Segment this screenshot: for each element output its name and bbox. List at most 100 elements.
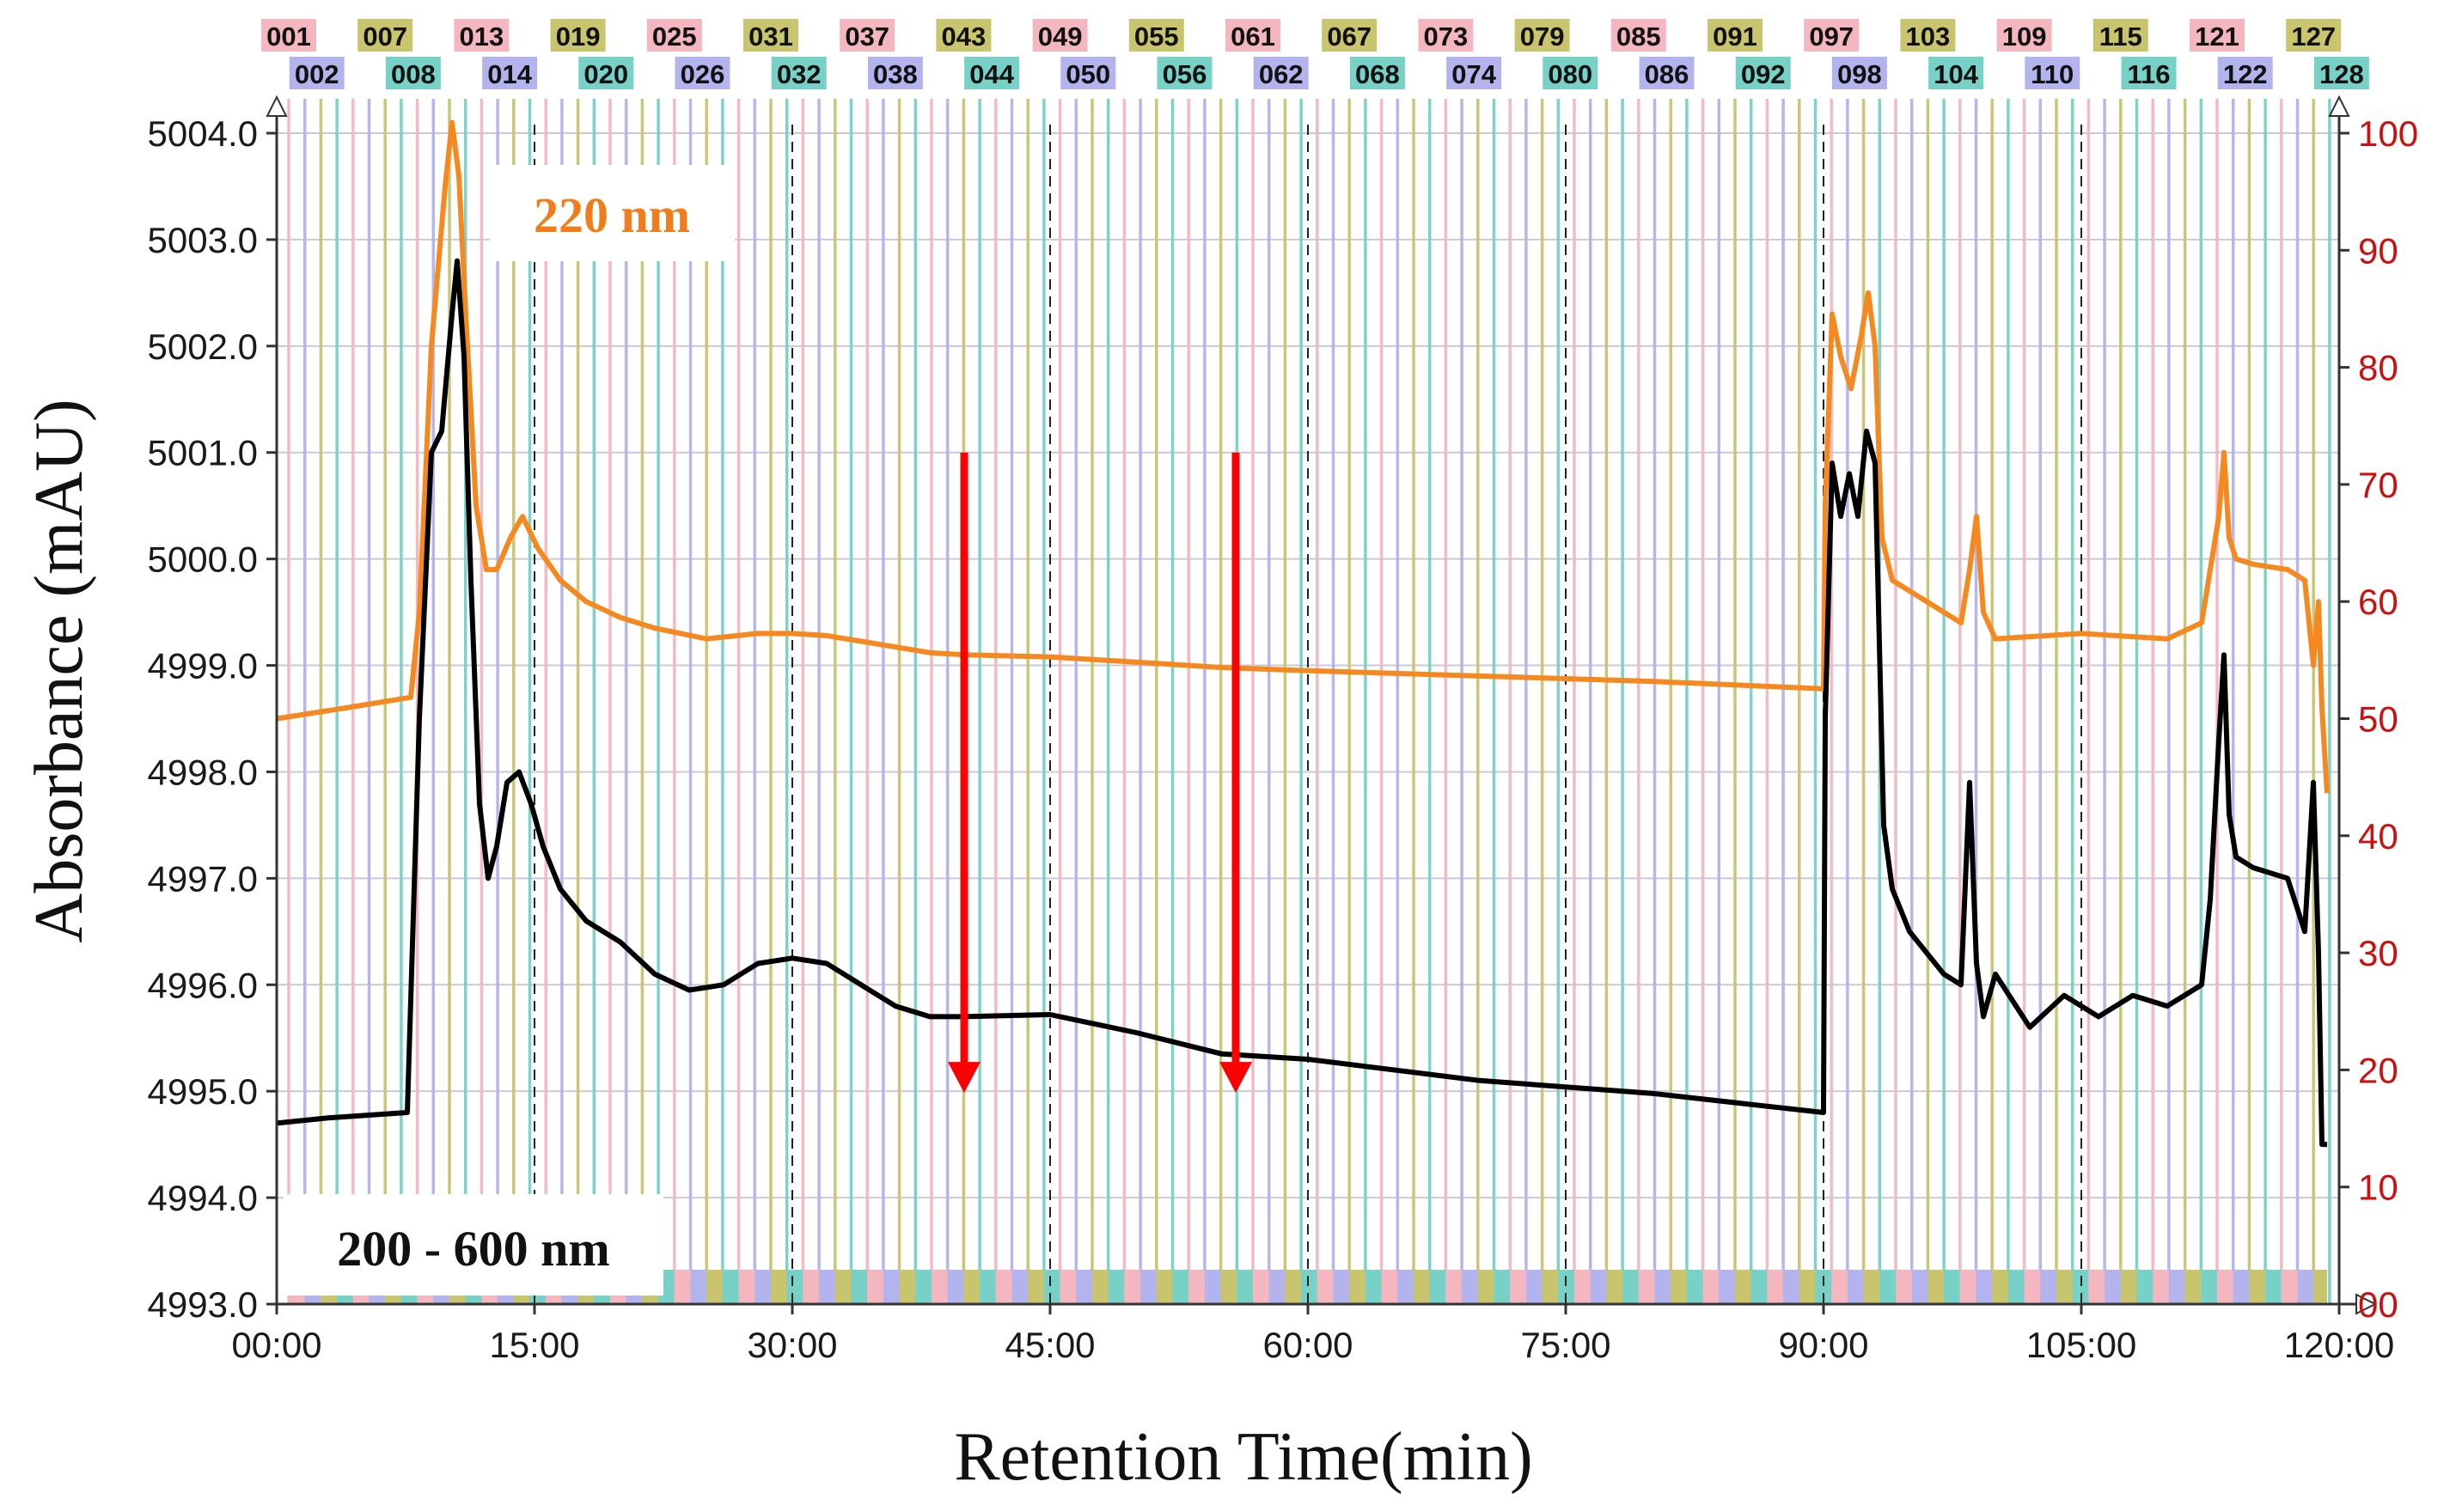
fraction-label-top: 031 [748, 21, 793, 52]
fraction-bar-segment [803, 1270, 820, 1304]
fraction-label-top: 115 [2099, 21, 2142, 52]
fraction-bar-segment [1992, 1270, 2008, 1304]
fraction-bar-segment [1365, 1270, 1382, 1304]
y-right-tick-label: 50 [2358, 699, 2398, 740]
fraction-label-top: 055 [1134, 21, 1179, 52]
fraction-bar-segment [1976, 1270, 1993, 1304]
fraction-bar-segment [1188, 1270, 1205, 1304]
y-left-tick-label: 4994.0 [148, 1178, 258, 1218]
fraction-bar-segment [2007, 1270, 2025, 1304]
fraction-bar-segment [1590, 1270, 1607, 1304]
fraction-bar-segment [1301, 1270, 1317, 1304]
fraction-bar-segment [1172, 1270, 1189, 1304]
fraction-label-top: 037 [845, 21, 889, 52]
y-right-tick-label: 20 [2358, 1050, 2398, 1090]
fraction-bar-segment [1959, 1270, 1976, 1304]
fraction-label-top: 061 [1231, 21, 1275, 52]
fraction-label-top: 079 [1520, 21, 1565, 52]
fraction-bar-segment [1558, 1270, 1574, 1304]
fraction-tag-top [1418, 19, 1474, 52]
fraction-tag-bottom [482, 57, 538, 89]
fraction-tag-top [1225, 19, 1280, 52]
fraction-tag-bottom [1253, 57, 1309, 89]
fraction-label-top: 001 [266, 21, 311, 52]
fraction-bar-segment [1414, 1270, 1430, 1304]
fraction-bar-segment [1462, 1270, 1478, 1304]
fraction-label-top: 103 [1906, 21, 1951, 52]
fraction-bar-segment [1799, 1270, 1816, 1304]
fraction-tag-top [646, 19, 702, 52]
fraction-bar-segment [2281, 1270, 2298, 1304]
fraction-bar-segment [1750, 1270, 1768, 1304]
y-right-tick-label: 00 [2358, 1284, 2398, 1325]
fraction-label-top: 127 [2291, 21, 2336, 52]
fraction-tag-bottom [2121, 57, 2177, 89]
fraction-bar-segment [932, 1270, 948, 1304]
fraction-bar-segment [1879, 1270, 1896, 1304]
fraction-bar-segment [1622, 1270, 1639, 1304]
fraction-bar-segment [947, 1270, 964, 1304]
fraction-tag-bottom [2025, 57, 2080, 89]
fraction-bar-segment [1268, 1270, 1286, 1304]
fraction-bar-segment [1253, 1270, 1269, 1304]
right-axis-arrow-icon [2328, 94, 2350, 117]
fraction-bar-segment [2088, 1270, 2105, 1304]
fraction-bar-segment [899, 1270, 916, 1304]
fraction-label-bottom: 002 [295, 59, 339, 89]
fraction-bar-segment [1686, 1270, 1703, 1304]
fraction-label-bottom: 038 [873, 59, 918, 89]
fraction-label-top: 025 [652, 21, 697, 52]
fraction-tag-top [1032, 19, 1088, 52]
y-left-tick-label: 4996.0 [148, 965, 258, 1005]
fraction-tag-top [261, 19, 316, 52]
fraction-label-bottom: 050 [1066, 59, 1110, 89]
fraction-tag-bottom [1349, 57, 1405, 89]
fraction-label-bottom: 044 [969, 59, 1014, 89]
fraction-bar-segment [2072, 1270, 2089, 1304]
fraction-bar-segment [1911, 1270, 1928, 1304]
fraction-bar-segment [1429, 1270, 1446, 1304]
fraction-tag-bottom [2313, 57, 2369, 89]
y-left-tick-label: 4997.0 [148, 858, 258, 899]
y-right-tick-label: 30 [2358, 933, 2398, 973]
fraction-bar-segment [2136, 1270, 2154, 1304]
fraction-label-bottom: 104 [1934, 59, 1978, 89]
fraction-label-bottom: 086 [1645, 59, 1689, 89]
fraction-tag-bottom [1543, 57, 1598, 89]
fraction-label-bottom: 008 [391, 59, 436, 89]
x-tick-label: 75:00 [1520, 1325, 1610, 1365]
series-200-600nm-line [276, 258, 2327, 1148]
fraction-tag-top [2190, 19, 2245, 52]
fraction-bar-segment [1445, 1270, 1463, 1304]
fraction-bar-segment [755, 1270, 771, 1304]
fraction-bar-segment [2168, 1270, 2185, 1304]
fraction-label-top: 013 [460, 21, 504, 52]
fraction-label-top: 091 [1713, 21, 1757, 52]
fraction-bar-segment [1831, 1270, 1848, 1304]
fraction-bar-segment [786, 1270, 803, 1304]
fraction-bar-segment [1863, 1270, 1880, 1304]
fraction-tag-bottom [385, 57, 441, 89]
fraction-bar-segment [1654, 1270, 1671, 1304]
fraction-label-top: 073 [1424, 21, 1469, 52]
left-axis-arrow-icon [266, 94, 288, 117]
fraction-bar-segment [883, 1270, 900, 1304]
fraction-tag-bottom [1446, 57, 1502, 89]
fraction-bar-segment [1542, 1270, 1559, 1304]
fraction-bar-segment [1285, 1270, 1302, 1304]
fraction-label-bottom: 074 [1451, 59, 1496, 89]
fraction-bar-segment [1060, 1270, 1077, 1304]
fraction-bar-segment [2105, 1270, 2121, 1304]
fraction-bar-segment [851, 1270, 868, 1304]
fraction-tag-bottom [1157, 57, 1213, 89]
fraction-label-bottom: 122 [2223, 59, 2268, 89]
fraction-tag-bottom [1831, 57, 1887, 89]
fraction-tag-bottom [578, 57, 634, 89]
fraction-label-bottom: 110 [2031, 59, 2074, 89]
fraction-bar-segment [1317, 1270, 1334, 1304]
fraction-tag-top [1514, 19, 1570, 52]
fraction-bar-segment [1847, 1270, 1864, 1304]
fraction-label-top: 067 [1327, 21, 1372, 52]
fraction-bar-segment [1928, 1270, 1945, 1304]
fraction-label-bottom: 092 [1741, 59, 1786, 89]
